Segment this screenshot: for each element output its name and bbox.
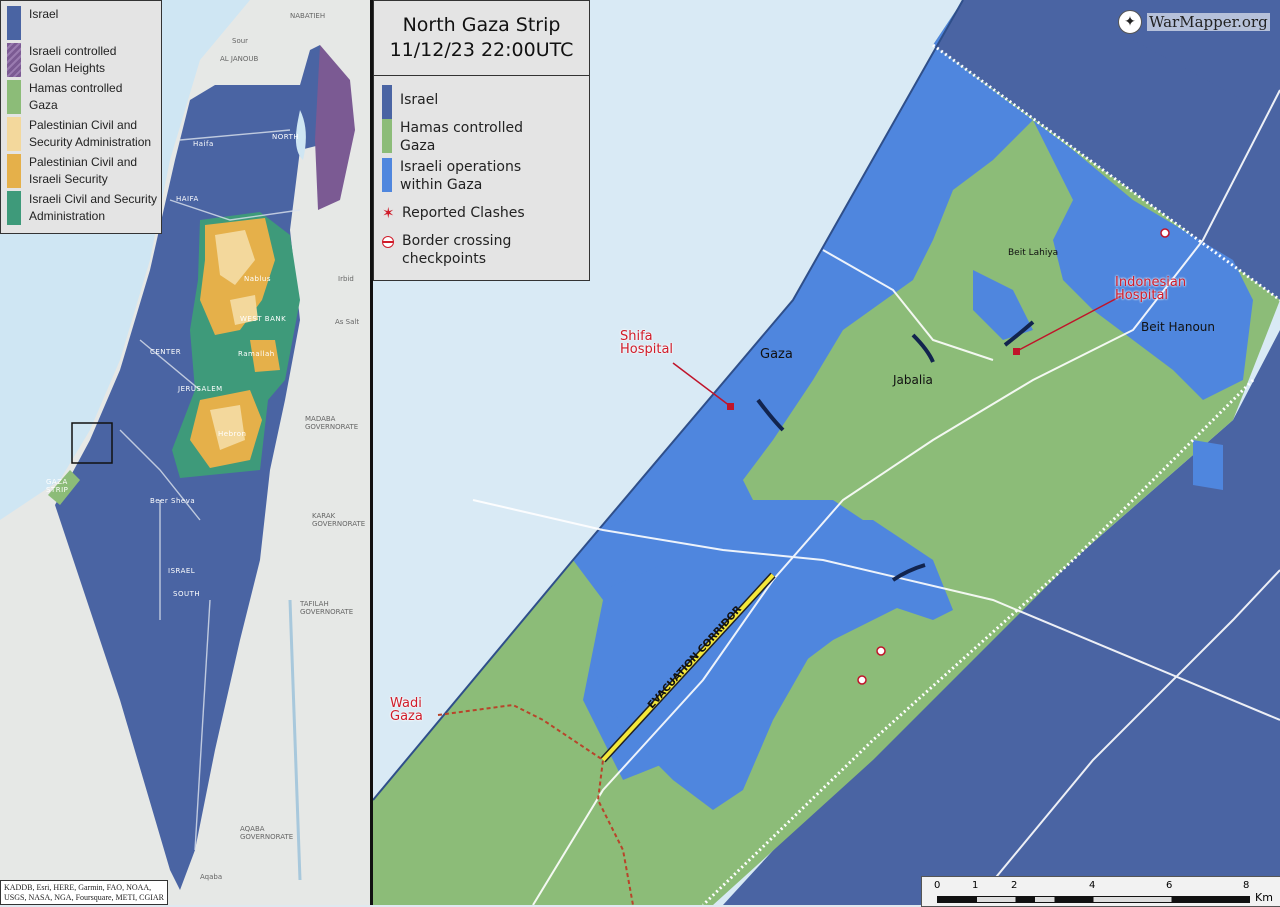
label-nablus: Nablus — [244, 275, 271, 283]
scale-unit: Km — [1255, 891, 1273, 904]
panel-divider — [370, 0, 374, 905]
place-beit-hanoun: Beit Hanoun — [1141, 320, 1216, 334]
label-haifa-district: HAIFA — [176, 195, 199, 203]
wadi-gaza-label: Wadi Gaza — [390, 696, 423, 724]
place-jabalia: Jabalia — [893, 373, 933, 387]
israeli-operations-area-beit-hanoun — [1033, 120, 1253, 400]
scale-tick: 2 — [1011, 880, 1018, 891]
label-karak: KARAK GOVERNORATE — [312, 512, 366, 528]
map-title-date: 11/12/23 22:00UTC — [389, 39, 574, 61]
label-west-bank: WEST BANK — [240, 315, 287, 323]
border-crossing-icons — [857, 228, 1170, 685]
label-jerusalem-district: JERUSALEM — [178, 385, 223, 393]
legend-item-clashes: ✶ Reported Clashes — [382, 204, 525, 222]
legend-item-israel: Israel — [382, 85, 438, 119]
scale-tick: 6 — [1166, 880, 1173, 891]
legend-swatch — [382, 158, 392, 192]
advance-arrows — [756, 320, 1035, 582]
place-beit-lahiya: Beit Lahiya — [1008, 248, 1059, 258]
red-star-icon: ✶ — [382, 204, 395, 222]
shifa-hospital-marker — [727, 403, 734, 410]
north-gaza-inset-frame — [71, 422, 113, 464]
label-aqaba-gov: AQABA GOVERNORATE — [240, 825, 294, 841]
legend-item-pa-civil-israeli-security: Palestinian Civil and Israeli Security — [7, 154, 144, 188]
warmapper-brand[interactable]: ✦ WarMapper.org — [1118, 6, 1270, 38]
legend-item-pa-civil-security: Palestinian Civil and Security Administr… — [7, 117, 161, 151]
map-title: North Gaza Strip 11/12/23 22:00UTC — [374, 1, 589, 76]
label-sour: Sour — [232, 37, 249, 45]
label-madaba: MADABA GOVERNORATE — [305, 415, 359, 431]
compass-logo-icon: ✦ — [1118, 10, 1142, 34]
overview-legend: Israel Israeli controlled Golan Heights … — [0, 0, 162, 234]
main-legend: North Gaza Strip 11/12/23 22:00UTC Israe… — [373, 0, 590, 281]
label-north-district: NORTH — [272, 133, 300, 141]
scale-tick: 8 — [1243, 880, 1250, 891]
legend-swatch — [7, 43, 21, 77]
gaza-strip-region — [48, 470, 80, 505]
no-entry-icon — [382, 236, 394, 248]
place-gaza: Gaza — [760, 347, 793, 362]
legend-item-checkpoints: Border crossing checkpoints — [382, 232, 532, 268]
legend-item-israel: Israel — [7, 6, 161, 40]
label-aqaba: Aqaba — [200, 873, 223, 881]
label-gaza-strip: GAZA STRIP — [46, 478, 69, 494]
legend-swatch — [7, 80, 21, 114]
indonesian-hospital-marker — [1013, 348, 1020, 355]
golan-heights-region — [315, 45, 355, 210]
evacuation-corridor-line — [601, 573, 775, 762]
label-beer-sheva: Beer Sheva — [150, 497, 196, 505]
scale-tick: 4 — [1089, 880, 1096, 891]
legend-swatch — [382, 119, 392, 153]
overview-map[interactable]: NABATIEH AL JANOUB Sour Haifa HAIFA NORT… — [0, 0, 371, 905]
label-irbid: Irbid — [338, 275, 354, 283]
map-attribution: KADDB, Esri, HERE, Garmin, FAO, NOAA, US… — [0, 880, 168, 905]
west-bank-pa-civil-areas — [210, 230, 258, 450]
label-ramallah: Ramallah — [238, 350, 275, 358]
legend-item-israeli-civil-security: Israeli Civil and Security Administratio… — [7, 191, 161, 225]
label-south-district: SOUTH — [173, 590, 201, 598]
legend-swatch — [7, 6, 21, 40]
indonesian-hospital-label: Indonesian Hospital — [1115, 275, 1187, 303]
legend-swatch — [7, 117, 21, 151]
label-hebron: Hebron — [218, 430, 247, 438]
label-tafilah: TAFILAH GOVERNORATE — [300, 600, 354, 616]
label-center-district: CENTER — [150, 348, 182, 356]
label-israel: ISRAEL — [168, 567, 196, 575]
legend-item-hamas: Hamas controlled Gaza — [7, 80, 134, 114]
israeli-operations-area-south — [583, 520, 933, 810]
scale-tick: 0 — [934, 880, 941, 891]
legend-swatch — [7, 191, 21, 225]
legend-item-golan: Israeli controlled Golan Heights — [7, 43, 139, 77]
legend-swatch — [7, 154, 21, 188]
label-haifa-city: Haifa — [193, 140, 214, 148]
legend-item-hamas: Hamas controlled Gaza — [382, 119, 530, 155]
shifa-hospital-label: Shifa Hospital — [620, 329, 674, 357]
legend-swatch — [382, 85, 392, 119]
label-as-salt: As Salt — [335, 318, 360, 326]
scale-tick: 1 — [972, 880, 979, 891]
sea-of-galilee — [295, 110, 306, 160]
brand-text: WarMapper.org — [1147, 13, 1270, 31]
border-north — [932, 43, 1280, 302]
label-nabatieh: NABATIEH — [290, 12, 326, 20]
label-al-janoub: AL JANOUB — [220, 55, 259, 63]
legend-item-israeli-operations: Israeli operations within Gaza — [382, 158, 530, 194]
israel-land — [723, 0, 1280, 905]
scale-bar: 0 1 2 4 6 8 Km — [921, 876, 1280, 907]
overview-map-graphics — [0, 0, 371, 905]
map-title-name: North Gaza Strip — [402, 14, 561, 36]
roads — [472, 89, 1280, 905]
scale-bar-graphic — [937, 896, 1250, 903]
